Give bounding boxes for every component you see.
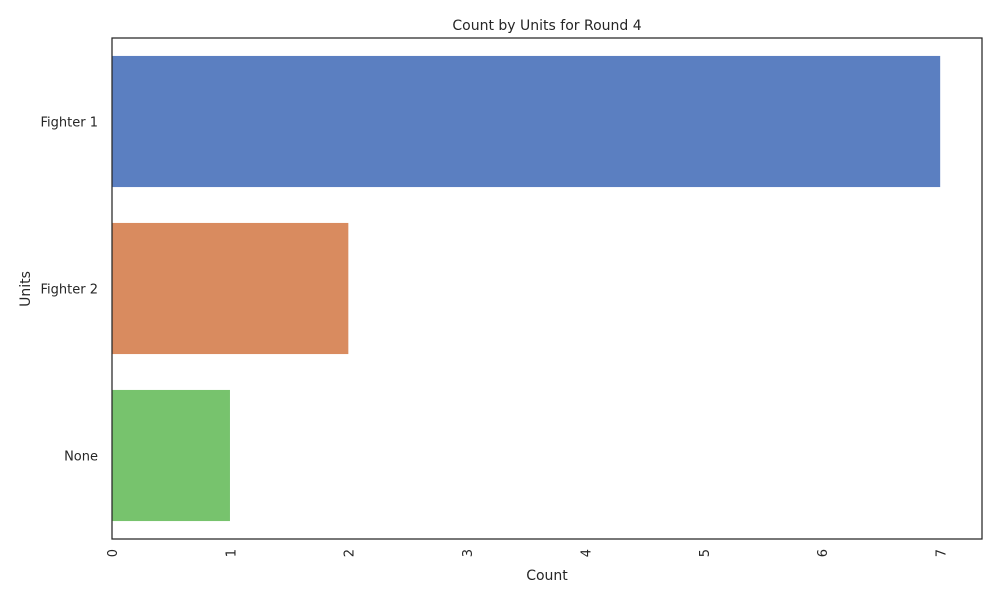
y-tick-label: Fighter 1 bbox=[41, 116, 98, 131]
x-tick-label: 7 bbox=[935, 549, 950, 557]
x-tick-label: 5 bbox=[698, 549, 713, 557]
y-axis-label: Units bbox=[18, 271, 34, 307]
x-tick-label: 1 bbox=[224, 549, 239, 557]
bar-none bbox=[111, 389, 231, 522]
y-tick-label: Fighter 2 bbox=[41, 283, 98, 298]
chart-title: Count by Units for Round 4 bbox=[452, 18, 641, 34]
bar-fighter-2 bbox=[111, 222, 350, 355]
x-tick-label: 2 bbox=[343, 549, 358, 557]
x-ticks-group: 0 1 2 3 4 5 6 7 bbox=[106, 549, 950, 557]
y-tick-label: None bbox=[64, 450, 98, 465]
bars-group bbox=[111, 55, 941, 522]
x-axis-label: Count bbox=[526, 568, 568, 584]
x-tick-label: 4 bbox=[579, 549, 594, 557]
bar-fighter-1 bbox=[111, 55, 941, 188]
x-tick-label: 6 bbox=[816, 549, 831, 557]
y-ticks-group: Fighter 1 Fighter 2 None bbox=[41, 116, 98, 465]
x-tick-label: 0 bbox=[106, 549, 121, 557]
plot-frame bbox=[111, 37, 983, 540]
x-tick-label: 3 bbox=[461, 549, 476, 557]
